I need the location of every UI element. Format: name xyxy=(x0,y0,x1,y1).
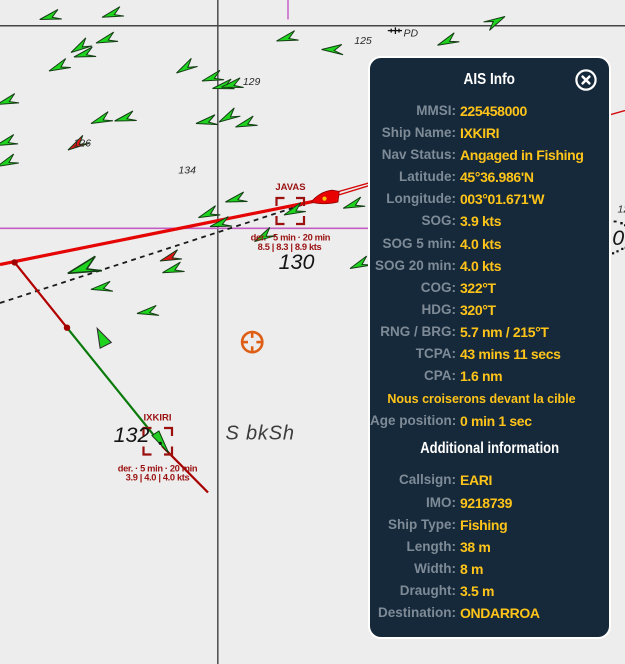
svg-text:125: 125 xyxy=(354,35,372,47)
svg-text:JAVAS: JAVAS xyxy=(275,182,305,193)
svg-text:126: 126 xyxy=(618,204,625,216)
svg-text:0: 0 xyxy=(612,226,624,250)
svg-text:134: 134 xyxy=(178,164,196,176)
svg-text:PD: PD xyxy=(404,27,419,39)
svg-text:132: 132 xyxy=(114,423,150,447)
svg-text:129: 129 xyxy=(243,76,261,88)
svg-text:IXKIRI: IXKIRI xyxy=(144,412,172,423)
svg-text:der. · 5 min · 20 min: der. · 5 min · 20 min xyxy=(251,233,331,243)
svg-text:der. · 5 min · 20 min: der. · 5 min · 20 min xyxy=(118,464,198,474)
svg-text:126: 126 xyxy=(73,138,91,150)
svg-text:130: 130 xyxy=(279,250,315,274)
svg-text:8.5 | 8.3 | 8.9 kts: 8.5 | 8.3 | 8.9 kts xyxy=(258,242,322,252)
svg-text:3.9 | 4.0 | 4.0 kts: 3.9 | 4.0 | 4.0 kts xyxy=(126,473,190,483)
svg-text:S bkSh: S bkSh xyxy=(226,423,295,445)
